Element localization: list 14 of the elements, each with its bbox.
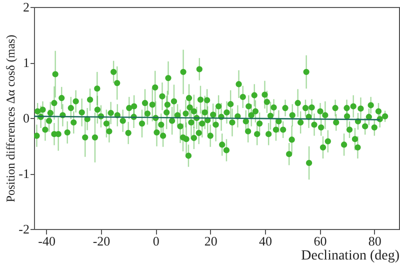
x-tick-label: 0 bbox=[152, 234, 160, 248]
x-tick-label: -40 bbox=[38, 234, 56, 248]
x-tick-label: 60 bbox=[314, 234, 327, 248]
y-tick-label: 2 bbox=[23, 0, 30, 14]
x-tick-label: -20 bbox=[92, 234, 110, 248]
x-axis-title: Declination (deg) bbox=[301, 248, 400, 263]
y-axis-title: Position differences Δα cosδ (mas) bbox=[4, 34, 18, 202]
x-tick-label: 80 bbox=[368, 234, 382, 248]
x-tick-label: 20 bbox=[204, 234, 218, 248]
x-tick-label: 40 bbox=[259, 234, 272, 248]
y-tick-label: -1 bbox=[18, 166, 30, 181]
y-tick-label: 0 bbox=[23, 110, 30, 126]
y-tick-label: -2 bbox=[18, 222, 30, 236]
y-tick-label: 1 bbox=[23, 55, 30, 70]
